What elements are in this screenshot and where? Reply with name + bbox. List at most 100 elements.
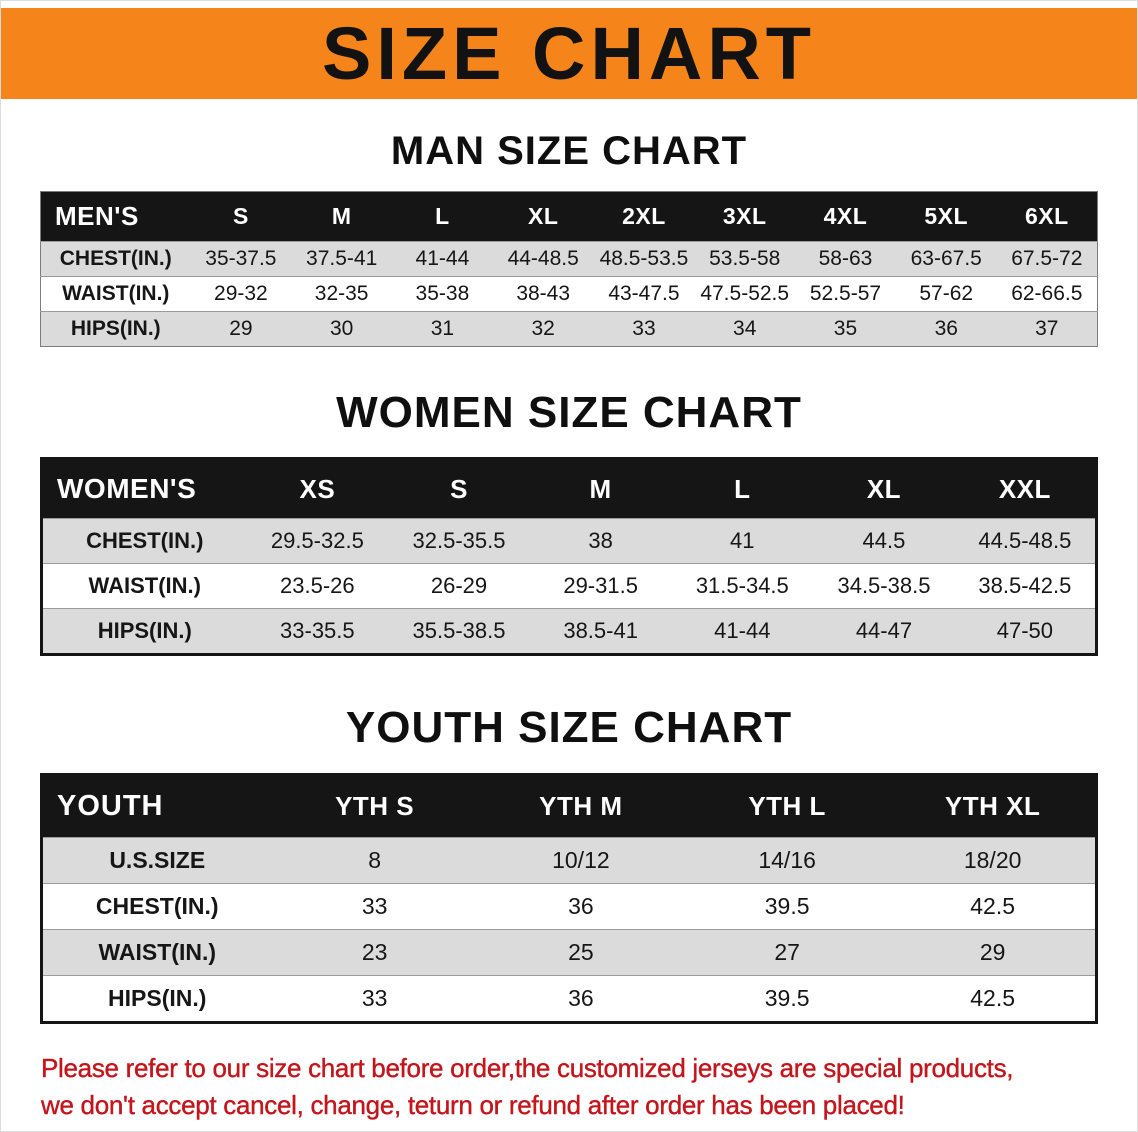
section-men: MAN SIZE CHART MEN'S S M L XL 2XL 3XL 4XL 5XL 6XL…: [1, 129, 1137, 347]
measurement-value: 44.5-48.5: [978, 528, 1072, 554]
measurement-row: U.S.SIZE 8 10/12 14/16 18/20: [41, 837, 1097, 884]
women-chart-heading: WOMEN SIZE CHART: [336, 388, 802, 437]
measurement-value: 29.5-32.5: [270, 528, 364, 554]
disclaimer-line-1: Please refer to our size chart before or…: [41, 1052, 1014, 1083]
measurement-value: 36: [568, 892, 594, 919]
measurement-value: 34.5-38.5: [837, 573, 931, 599]
measurement-value: 39.5: [764, 984, 810, 1011]
measurement-value: 23: [361, 938, 388, 965]
measurement-value: 41-44: [714, 618, 771, 644]
measurement-label: WAIST(IN.): [98, 938, 217, 965]
measurement-label: WAIST(IN.): [62, 282, 170, 305]
measurement-value: 48.5-53.5: [599, 247, 689, 270]
measurement-value: 34: [733, 317, 757, 340]
measurement-row: HIPS(IN.) 33 36 39.5 42.5: [41, 975, 1097, 1023]
table-header-row: MEN'S S M L XL 2XL 3XL 4XL 5XL 6XL: [40, 191, 1098, 242]
measurement-value: 29-31.5: [563, 573, 638, 599]
measurement-row: CHEST(IN.) 29.5-32.5 32.5-35.5 38 41 44.5 44.5…: [41, 518, 1097, 564]
measurement-value: 35: [833, 317, 858, 340]
measurement-value: 25: [568, 938, 594, 965]
table-title-cell: MEN'S: [40, 191, 191, 242]
measurement-value: 26-29: [430, 573, 488, 599]
measurement-row: CHEST(IN.) 35-37.5 37.5-41 41-44 44-48.5 48.5…: [40, 241, 1098, 277]
measurement-row: CHEST(IN.) 33 36 39.5 42.5: [41, 883, 1097, 930]
size-column-header: M: [291, 191, 393, 242]
measurement-value: 47-50: [996, 618, 1054, 644]
measurement-value: 62-66.5: [1011, 282, 1083, 305]
men-size-table: MEN'S S M L XL 2XL 3XL 4XL 5XL 6XL CHEST(IN.) 35-37…: [40, 191, 1098, 347]
measurement-label: CHEST(IN.): [95, 892, 219, 919]
measurement-value: 36: [934, 317, 958, 340]
size-column-header: YTH M: [477, 774, 684, 838]
measurement-value: 42.5: [970, 984, 1015, 1011]
measurement-value: 35.5-38.5: [412, 618, 506, 644]
measurement-row: WAIST(IN.) 29-32 32-35 35-38 38-43 43-47.5 47.…: [40, 276, 1098, 312]
size-column-header: L: [671, 458, 814, 519]
measurement-value: 27: [774, 938, 800, 965]
measurement-row: WAIST(IN.) 23 25 27 29: [41, 929, 1097, 976]
measurement-value: 30: [329, 317, 354, 340]
measurement-value: 29: [979, 938, 1006, 965]
size-column-header: YTH L: [684, 774, 891, 838]
measurement-value: 44.5: [862, 528, 906, 554]
measurement-label: HIPS(IN.): [70, 317, 161, 340]
measurement-label: HIPS(IN.): [97, 618, 192, 644]
table-header-row: WOMEN'S XS S M L XL XXL: [41, 458, 1097, 519]
measurement-value: 23.5-26: [280, 573, 355, 599]
men-chart-heading: MAN SIZE CHART: [390, 129, 748, 173]
measurement-value: 33: [632, 317, 656, 340]
measurement-value: 37: [1035, 317, 1059, 340]
size-column-header: S: [388, 458, 530, 519]
page-title: SIZE CHART: [322, 11, 816, 95]
measurement-value: 31: [430, 317, 455, 340]
measurement-label: U.S.SIZE: [109, 846, 206, 873]
measurement-value: 37.5-41: [306, 247, 378, 270]
measurement-value: 38.5-42.5: [978, 573, 1072, 599]
measurement-value: 67.5-72: [1011, 247, 1083, 270]
table-title-cell: YOUTH: [41, 774, 272, 838]
table-header-row: YOUTH YTH S YTH M YTH L YTH XL: [41, 774, 1097, 838]
measurement-value: 36: [568, 984, 594, 1011]
disclaimer-line-2: we don't accept cancel, change, teturn o…: [41, 1089, 905, 1120]
size-column-header: L: [392, 191, 493, 242]
measurement-value: 31.5-34.5: [695, 573, 789, 599]
youth-size-table: YOUTH YTH S YTH M YTH L YTH XL U.S.SIZE 8 10/12…: [40, 772, 1098, 1024]
measurement-value: 33: [361, 984, 388, 1011]
table-title-cell: WOMEN'S: [41, 458, 247, 519]
measurement-row: HIPS(IN.) 29 30 31 32 33 34 35 36 37: [40, 311, 1098, 347]
size-column-header: 3XL: [694, 191, 796, 242]
measurement-value: 44-47: [855, 618, 913, 644]
measurement-value: 42.5: [970, 892, 1015, 919]
measurement-value: 32: [531, 317, 555, 340]
women-size-table: WOMEN'S XS S M L XL XXL CHEST(IN.) 29.5-32.5 32.5…: [40, 457, 1098, 657]
measurement-value: 32.5-35.5: [412, 528, 506, 554]
measurement-value: 38-43: [516, 282, 571, 305]
measurement-value: 53.5-58: [709, 247, 781, 270]
size-column-header: 5XL: [895, 191, 997, 242]
measurement-value: 39.5: [764, 892, 810, 919]
measurement-value: 33-35.5: [280, 618, 355, 644]
measurement-value: 29-32: [214, 282, 268, 305]
banner: SIZE CHART: [1, 8, 1137, 99]
size-column-header: XS: [246, 458, 389, 519]
size-column-header: XXL: [954, 458, 1097, 519]
measurement-label: CHEST(IN.): [86, 528, 204, 554]
measurement-value: 29: [229, 317, 253, 340]
measurement-value: 8: [368, 846, 382, 873]
measurement-value: 52.5-57: [809, 282, 882, 305]
size-column-header: YTH S: [271, 774, 478, 838]
measurement-row: WAIST(IN.) 23.5-26 26-29 29-31.5 31.5-34.5 34…: [41, 563, 1097, 609]
measurement-label: WAIST(IN.): [88, 573, 201, 599]
measurement-value: 10/12: [552, 846, 610, 873]
size-column-header: YTH XL: [890, 774, 1097, 838]
measurement-value: 14/16: [758, 846, 816, 873]
size-column-header: M: [529, 458, 672, 519]
size-column-header: XL: [492, 191, 594, 242]
size-column-header: S: [190, 191, 292, 242]
measurement-label: CHEST(IN.): [59, 247, 172, 270]
measurement-value: 32-35: [314, 282, 369, 305]
measurement-value: 41-44: [415, 247, 470, 270]
measurement-value: 57-62: [919, 282, 974, 305]
measurement-value: 33: [361, 892, 388, 919]
